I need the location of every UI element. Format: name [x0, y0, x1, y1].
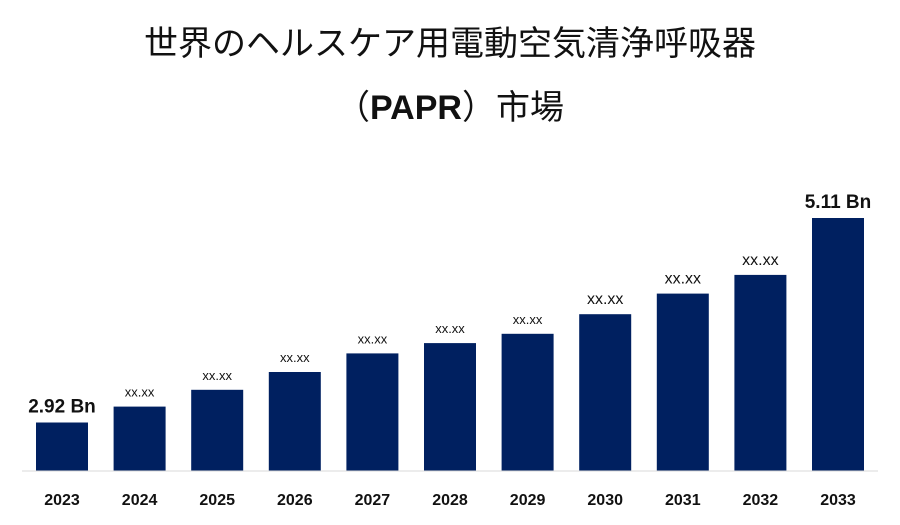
- bar-2028: [424, 343, 476, 471]
- x-tick-label-2027: 2027: [355, 492, 391, 509]
- x-tick-labels-group: 2023 2024 2025 2026 2027 2028 2029 2030 2031 2032…: [44, 492, 856, 509]
- x-tick-label-2024: 2024: [122, 492, 158, 509]
- bar-2025: [191, 389, 244, 471]
- chart-title-acronym: PAPR: [370, 89, 462, 127]
- bar-2031: [656, 293, 709, 471]
- x-tick-label-2025: 2025: [199, 492, 235, 509]
- data-label-2029: xx.xx: [513, 312, 543, 327]
- x-tick-label-2023: 2023: [44, 492, 80, 509]
- data-label-2027: xx.xx: [358, 331, 388, 346]
- bar-2023: [36, 422, 88, 471]
- bar-2027: [346, 353, 399, 471]
- data-label-2024: xx.xx: [125, 385, 155, 400]
- chart-title-line1: 世界のヘルスケア用電動空気清浄呼吸器: [0, 24, 900, 64]
- bar-2029: [501, 333, 554, 471]
- data-labels-group: 2.92 Bn xx.xx xx.xx xx.xx xx.xx xx.xx xx.xx xx.…: [28, 192, 871, 418]
- x-tick-label-2030: 2030: [587, 492, 623, 509]
- data-label-2026: xx.xx: [280, 350, 310, 365]
- x-tick-label-2026: 2026: [277, 492, 313, 509]
- x-tick-label-2028: 2028: [432, 492, 468, 509]
- bar-2032: [734, 274, 787, 471]
- data-label-2031: xx.xx: [665, 271, 701, 288]
- data-label-2028: xx.xx: [435, 321, 465, 336]
- chart-title-paren-open: （: [336, 88, 371, 128]
- x-tick-label-2033: 2033: [820, 492, 856, 509]
- data-label-2025: xx.xx: [202, 368, 232, 383]
- bar-2033: [812, 218, 864, 471]
- bar-2030: [579, 314, 632, 471]
- chart-title-text: 世界のヘルスケア用電動空気清浄呼吸器: [144, 24, 756, 64]
- data-label-2032: xx.xx: [742, 252, 778, 269]
- data-label-2023: 2.92 Bn: [28, 397, 96, 418]
- x-tick-label-2029: 2029: [510, 492, 546, 509]
- bar-2026: [268, 372, 321, 471]
- bar-2024: [113, 406, 166, 471]
- chart-title-paren-close: ）: [461, 88, 496, 128]
- bars-group: [36, 218, 864, 471]
- chart-title-line2: （PAPR）市場: [0, 88, 900, 128]
- chart-title-market: 市場: [495, 88, 564, 128]
- data-label-2030: xx.xx: [587, 291, 623, 308]
- x-tick-label-2032: 2032: [743, 492, 779, 509]
- data-label-2033: 5.11 Bn: [805, 192, 872, 213]
- x-tick-label-2031: 2031: [665, 492, 701, 509]
